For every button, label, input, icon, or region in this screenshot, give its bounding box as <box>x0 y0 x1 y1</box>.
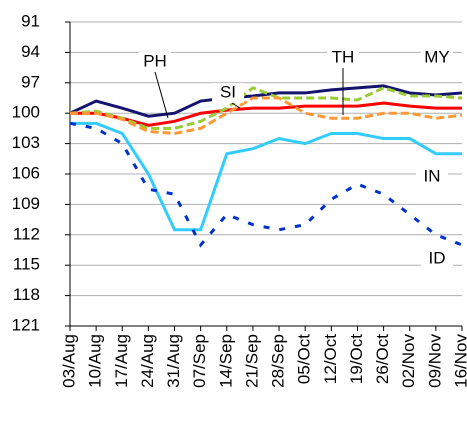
x-tick-label: 02/Nov <box>399 334 418 388</box>
y-tick-label: 100 <box>12 103 40 122</box>
leader-line <box>231 102 241 109</box>
leader-line <box>154 71 169 119</box>
series-label: IN <box>424 166 441 185</box>
series-label: SI <box>220 82 236 101</box>
series-label: MY <box>424 47 450 66</box>
x-tick-label: 19/Oct <box>347 334 366 384</box>
y-tick-label: 121 <box>12 315 40 334</box>
label-bg <box>416 167 448 187</box>
label-bg <box>421 48 453 68</box>
y-tick-label: 106 <box>12 163 40 182</box>
y-tick-label: 91 <box>21 11 40 30</box>
x-tick-label: 03/Aug <box>59 334 78 388</box>
y-tick-label: 115 <box>13 255 40 274</box>
x-tick-label: 07/Sep <box>190 334 209 388</box>
x-tick-label: 31/Aug <box>164 334 183 388</box>
x-tick-label: 17/Aug <box>112 334 131 388</box>
x-tick-label: 05/Oct <box>295 334 314 384</box>
x-tick-label: 24/Aug <box>138 334 157 388</box>
x-tick-label: 16/Nov <box>451 334 467 388</box>
y-tick-label: 94 <box>21 42 40 61</box>
x-tick-label: 21/Sep <box>242 334 261 388</box>
label-bg <box>212 83 244 103</box>
label-bg <box>139 52 171 72</box>
series-label: TH <box>332 47 355 66</box>
series-line <box>70 96 463 135</box>
series-label: PH <box>143 51 167 70</box>
x-tick-label: 12/Oct <box>321 334 340 384</box>
y-tick-label: 112 <box>13 224 40 243</box>
label-bg <box>327 48 359 68</box>
series-label: ID <box>429 248 446 267</box>
y-tick-label: 103 <box>12 133 40 152</box>
series-line <box>69 86 463 130</box>
x-tick-label: 28/Sep <box>269 334 288 388</box>
y-tick-label: 97 <box>21 72 40 91</box>
y-tick-label: 118 <box>13 285 40 304</box>
y-tick-label: 109 <box>12 194 40 213</box>
x-tick-label: 09/Nov <box>425 334 444 388</box>
x-tick-label: 14/Sep <box>216 334 235 388</box>
series-line <box>69 84 463 118</box>
x-tick-label: 10/Aug <box>86 334 105 388</box>
series-line <box>70 121 462 232</box>
label-bg <box>421 249 453 269</box>
series-line <box>69 121 463 248</box>
x-tick-label: 26/Oct <box>373 334 392 384</box>
